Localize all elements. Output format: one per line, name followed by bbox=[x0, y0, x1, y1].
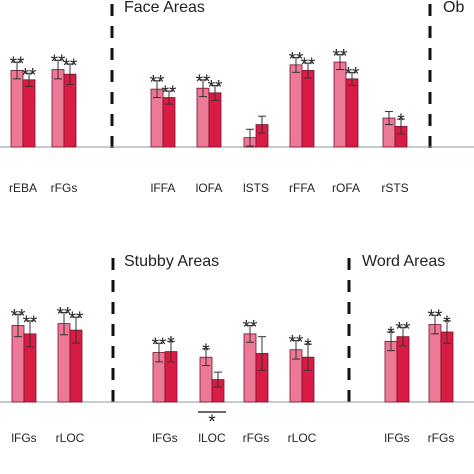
category-label: lOFA bbox=[196, 181, 223, 195]
significance-star: ** bbox=[208, 77, 223, 98]
significance-star: ** bbox=[23, 313, 38, 334]
category-label: rEBA bbox=[9, 181, 37, 195]
bar bbox=[289, 64, 303, 148]
bar bbox=[208, 92, 222, 148]
category-label: rLOC bbox=[56, 431, 85, 445]
category-label: lLOC bbox=[198, 431, 226, 445]
category-label: lFFA bbox=[151, 181, 176, 195]
significance-star: * bbox=[304, 336, 312, 357]
bar bbox=[57, 323, 71, 403]
significance-star: ** bbox=[22, 65, 37, 86]
significance-star: ** bbox=[10, 54, 25, 75]
category-label: rFGs bbox=[51, 181, 78, 195]
significance-star: ** bbox=[51, 52, 66, 73]
section-title: Ob bbox=[443, 0, 464, 16]
significance-star: ** bbox=[162, 83, 177, 104]
category-label: lFGs bbox=[152, 431, 177, 445]
category-label: rFFA bbox=[289, 181, 315, 195]
significance-star: ** bbox=[333, 47, 348, 68]
significance-star: ** bbox=[69, 309, 84, 330]
category-label: lSTS bbox=[243, 181, 269, 195]
section-title: Face Areas bbox=[124, 0, 205, 16]
significance-star: ** bbox=[152, 335, 167, 356]
significance-star: ** bbox=[345, 64, 360, 85]
significance-star: ** bbox=[63, 56, 78, 77]
bracket-star: * bbox=[208, 412, 216, 433]
significance-star: ** bbox=[396, 319, 411, 340]
significance-star: * bbox=[443, 313, 451, 334]
category-label: lFGs bbox=[384, 431, 409, 445]
significance-star: ** bbox=[289, 49, 304, 70]
significance-star: * bbox=[202, 341, 210, 362]
category-label: rLOC bbox=[288, 431, 317, 445]
bar bbox=[345, 78, 359, 148]
section-title: Stubby Areas bbox=[124, 253, 219, 270]
bar bbox=[51, 69, 65, 148]
significance-star: ** bbox=[243, 317, 258, 338]
bar bbox=[162, 97, 176, 148]
bar bbox=[301, 70, 315, 148]
bar bbox=[243, 333, 257, 403]
bar bbox=[428, 324, 442, 403]
category-label: lFGs bbox=[11, 431, 36, 445]
significance-star: ** bbox=[289, 332, 304, 353]
significance-star: ** bbox=[428, 307, 443, 328]
significance-star: ** bbox=[150, 73, 165, 94]
category-label: rSTS bbox=[381, 181, 408, 195]
significance-star: ** bbox=[301, 55, 316, 76]
category-label: rFGs bbox=[243, 431, 270, 445]
significance-star: ** bbox=[196, 72, 211, 93]
section-title: Word Areas bbox=[362, 253, 445, 270]
bar bbox=[63, 73, 77, 148]
bar bbox=[22, 79, 36, 148]
significance-star: ** bbox=[11, 306, 26, 327]
category-label: rOFA bbox=[332, 181, 360, 195]
significance-star: ** bbox=[57, 304, 72, 325]
significance-star: * bbox=[387, 324, 395, 345]
significance-star: * bbox=[167, 333, 175, 354]
significance-star: * bbox=[397, 111, 405, 132]
category-label: rFGs bbox=[428, 431, 455, 445]
